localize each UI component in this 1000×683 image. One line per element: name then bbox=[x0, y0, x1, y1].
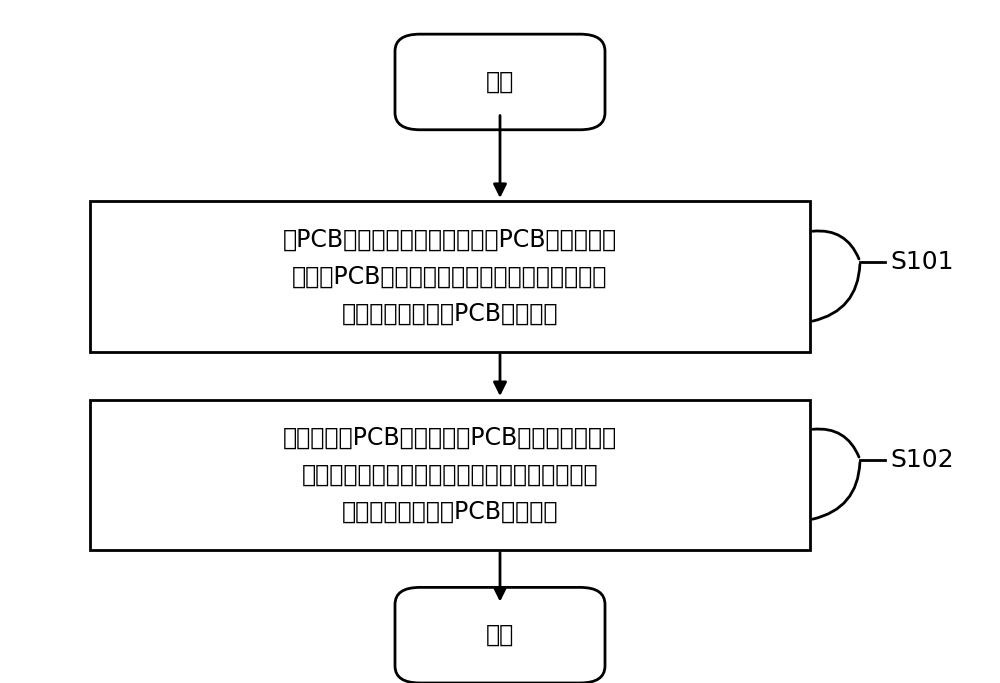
Text: S101: S101 bbox=[890, 249, 954, 274]
Text: 结束: 结束 bbox=[486, 623, 514, 647]
Bar bbox=[90, 400, 810, 550]
FancyBboxPatch shape bbox=[395, 34, 605, 130]
Text: S102: S102 bbox=[890, 447, 954, 472]
FancyBboxPatch shape bbox=[395, 587, 605, 683]
Text: 在PCB光绘文件设计完毕后，在PCB光绘文件中
添加与PCB光绘文件的信号线区域对应的区域标
记，得到标记后的PCB光绘文件: 在PCB光绘文件设计完毕后，在PCB光绘文件中 添加与PCB光绘文件的信号线区域… bbox=[283, 227, 617, 326]
Text: 将标记后的PCB光绘文件和PCB光绘文件的阻抗
管控要求发送至板厂，以使板厂根据区域标记和
阻抗管控要求进行PCB阻焊加工: 将标记后的PCB光绘文件和PCB光绘文件的阻抗 管控要求发送至板厂，以使板厂根据… bbox=[283, 426, 617, 524]
Text: 开始: 开始 bbox=[486, 70, 514, 94]
Bar bbox=[90, 201, 810, 352]
